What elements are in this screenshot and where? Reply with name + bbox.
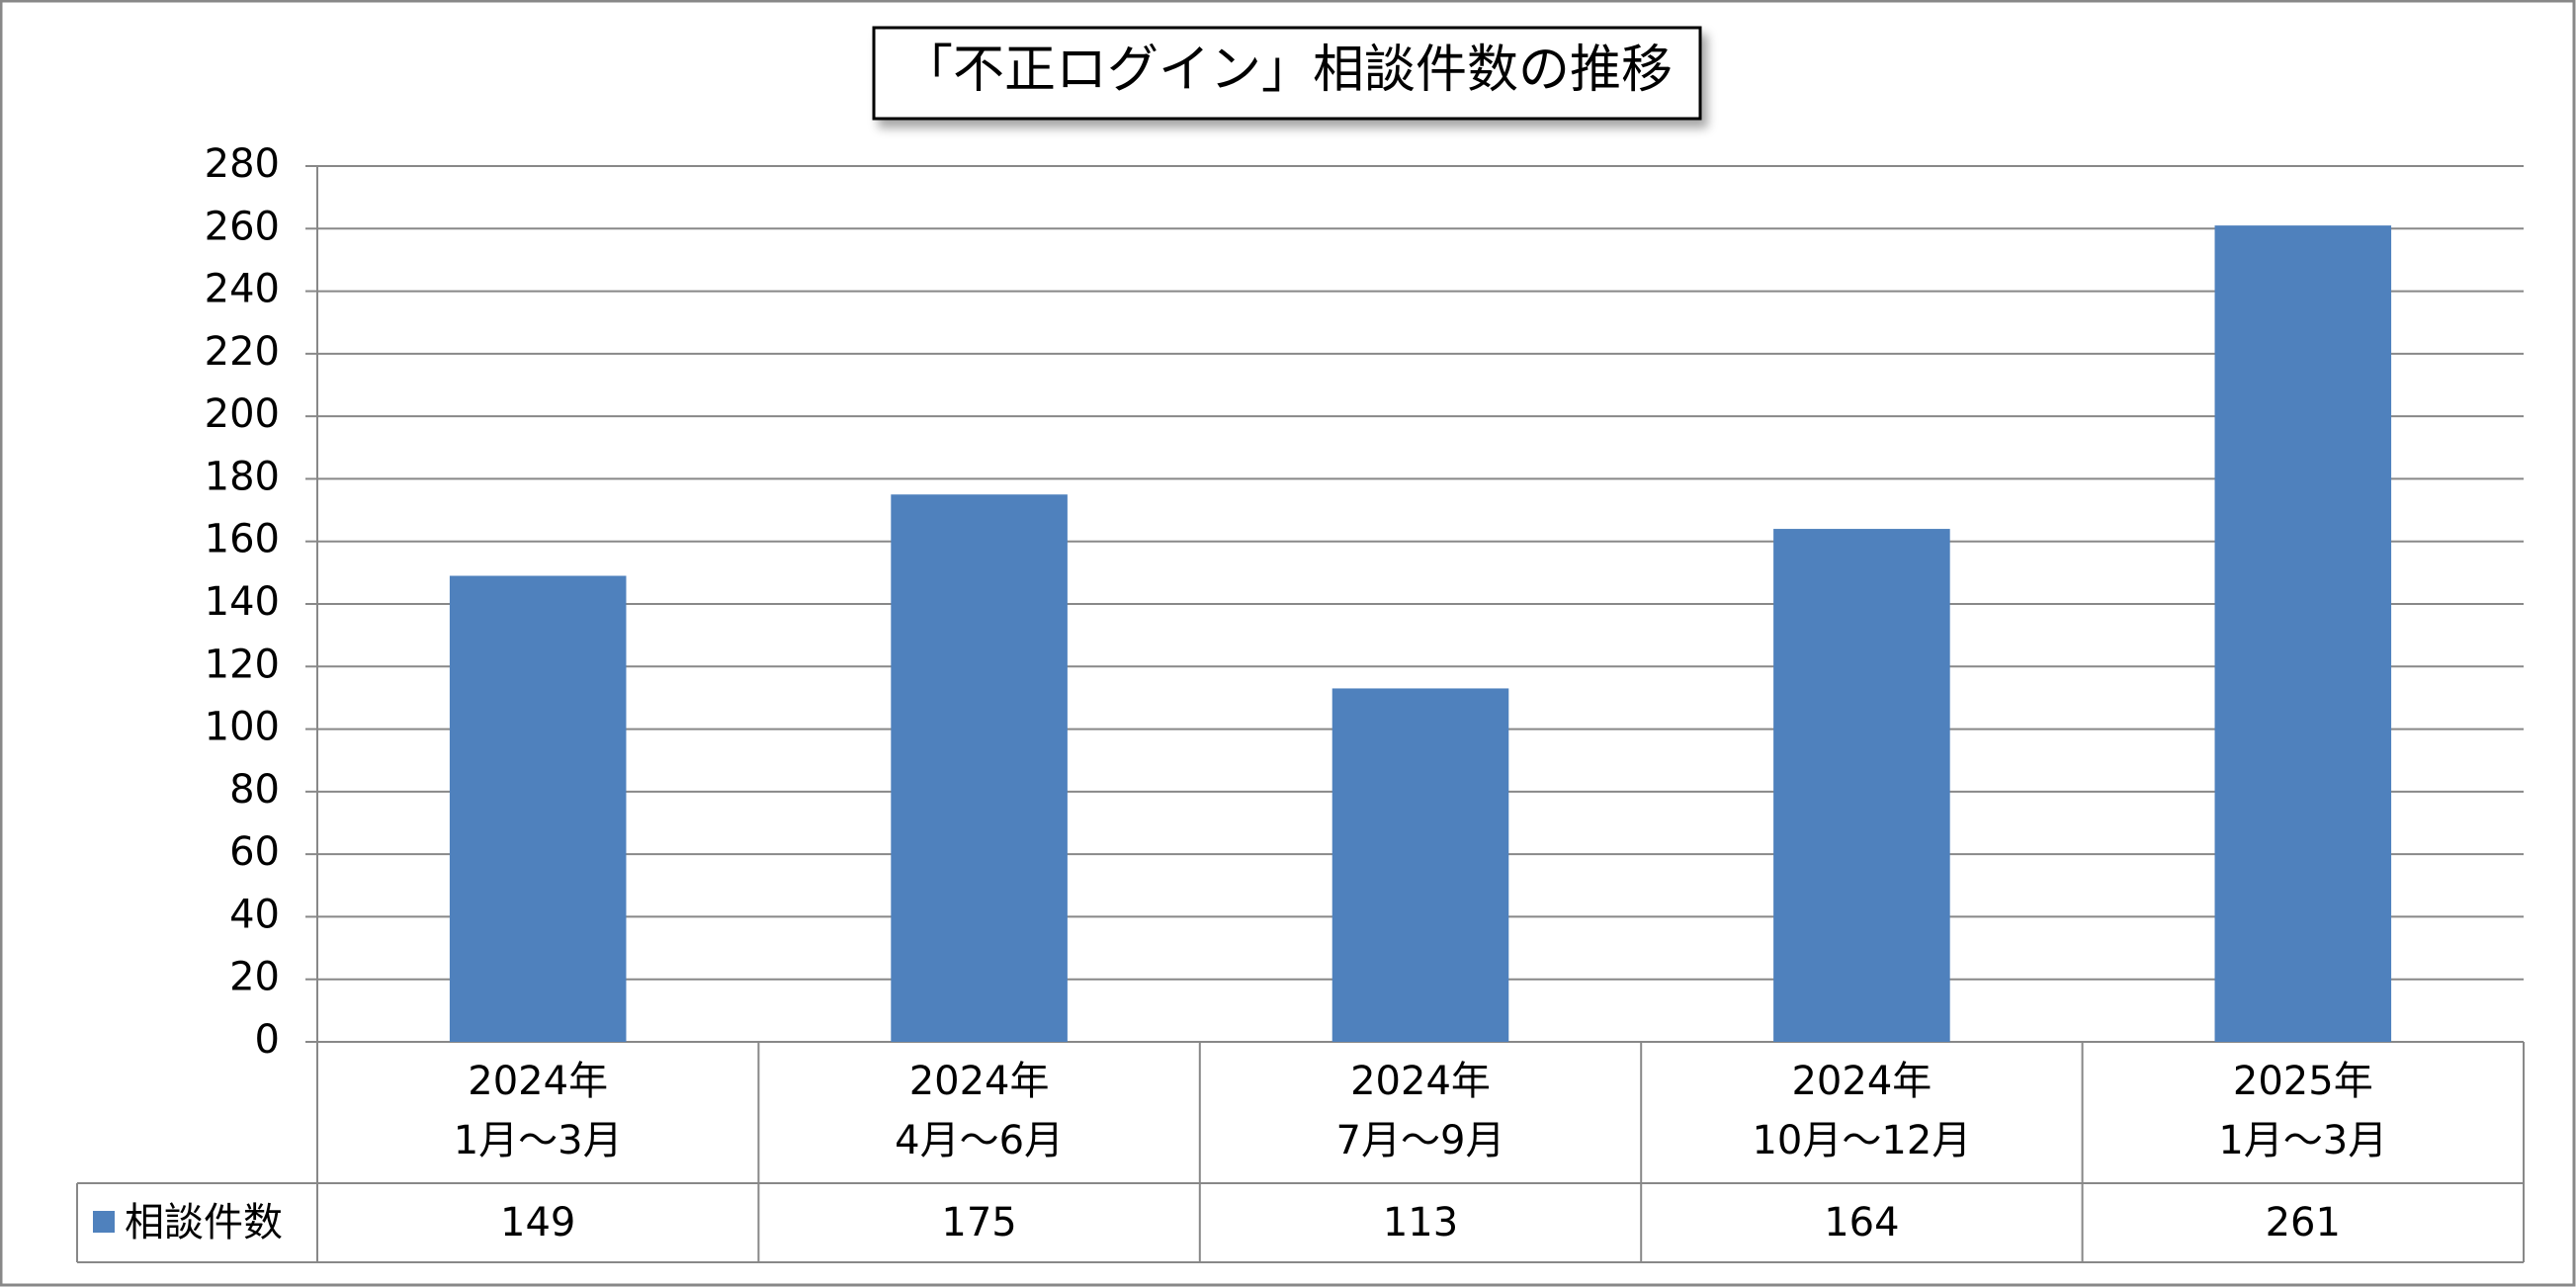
- y-tick-label: 280: [205, 141, 280, 187]
- bar: [891, 494, 1068, 1042]
- legend-label: 相談件数: [125, 1200, 283, 1245]
- y-tick-label: 100: [205, 705, 280, 750]
- x-tick-label: 2024年 10月～12月: [1752, 1059, 1972, 1163]
- x-tick-label: 2024年 7月～9月: [1335, 1059, 1505, 1163]
- bar: [2214, 225, 2392, 1042]
- y-tick-label: 140: [205, 579, 280, 625]
- table-value: 149: [500, 1200, 575, 1245]
- y-tick-label: 120: [205, 642, 280, 687]
- table-value: 175: [941, 1200, 1016, 1245]
- bar: [1773, 529, 1950, 1042]
- legend-swatch: [93, 1211, 115, 1233]
- y-tick-label: 220: [205, 329, 280, 375]
- y-tick-label: 260: [205, 204, 280, 249]
- y-tick-label: 160: [205, 517, 280, 562]
- table-value: 261: [2266, 1200, 2341, 1245]
- y-tick-label: 80: [229, 767, 280, 813]
- x-tick-label: 2025年 1月～3月: [2218, 1059, 2388, 1163]
- x-tick-label: 2024年 4月～6月: [895, 1059, 1065, 1163]
- y-tick-label: 200: [205, 391, 280, 437]
- y-tick-label: 0: [255, 1017, 280, 1063]
- x-tick-label: 2024年 1月～3月: [453, 1059, 623, 1163]
- y-tick-label: 40: [229, 892, 280, 937]
- y-tick-label: 240: [205, 267, 280, 312]
- bar: [1331, 688, 1509, 1042]
- title-box: [872, 26, 1702, 121]
- bar: [449, 575, 627, 1042]
- table-value: 164: [1824, 1200, 1899, 1245]
- chart-title: 「不正ログイン」相談件数の推移: [902, 41, 1673, 100]
- y-tick-label: 60: [229, 829, 280, 875]
- y-tick-label: 180: [205, 454, 280, 499]
- table-value: 113: [1383, 1200, 1458, 1245]
- y-tick-label: 20: [229, 955, 280, 1000]
